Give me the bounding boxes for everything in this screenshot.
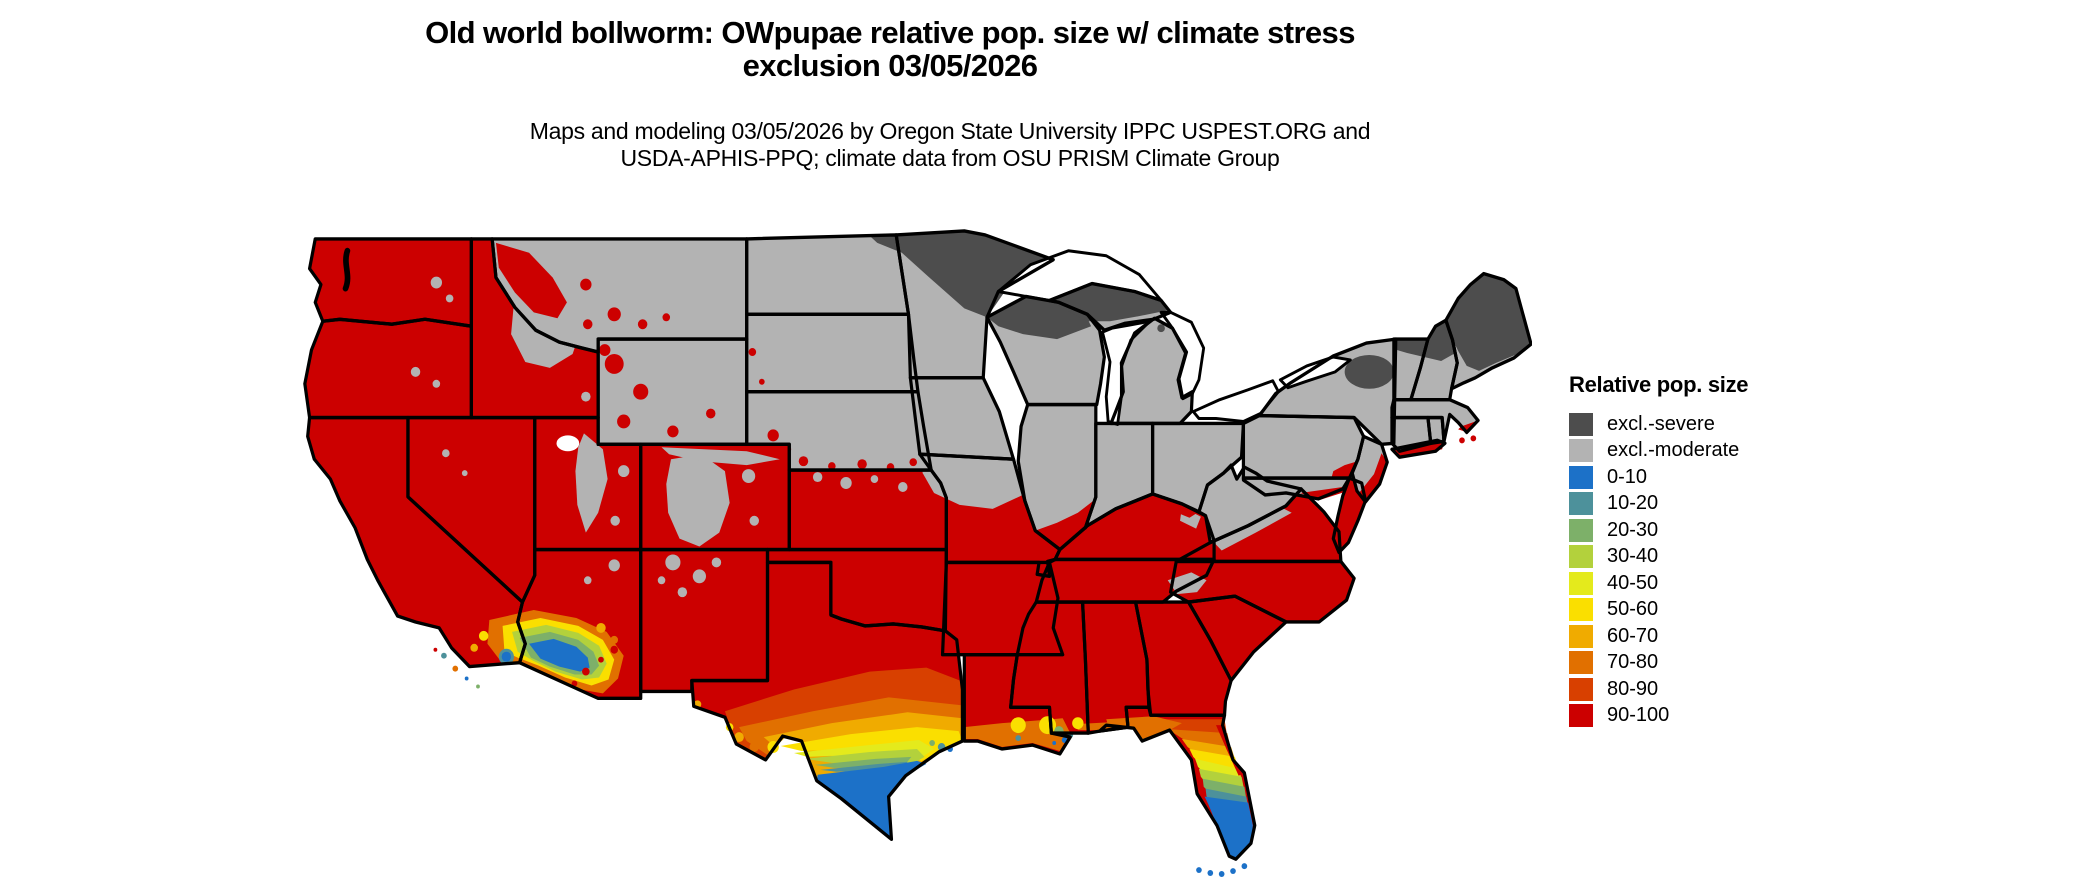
legend-label: 90-100 xyxy=(1607,704,1670,727)
legend-swatch xyxy=(1569,651,1593,675)
legend-label: 20-30 xyxy=(1607,518,1659,541)
legend-item: 10-20 xyxy=(1569,491,1748,518)
legend-swatch xyxy=(1569,624,1593,648)
legend-item: 70-80 xyxy=(1569,650,1748,677)
band-0-10 xyxy=(464,638,1253,878)
map-title: Old world bollworm: OWpupae relative pop… xyxy=(0,16,1780,83)
map-title-line1: Old world bollworm: OWpupae relative pop… xyxy=(425,15,1355,50)
legend-swatch xyxy=(1569,518,1593,542)
legend-label: excl.-severe xyxy=(1607,412,1715,435)
legend: Relative pop. size excl.-severe excl.-mo… xyxy=(1569,372,1749,730)
great-lakes xyxy=(556,249,1352,452)
legend-label: 10-20 xyxy=(1607,492,1659,515)
legend-label: 40-50 xyxy=(1607,571,1659,594)
legend-item: excl.-severe xyxy=(1569,411,1748,438)
legend-label: 80-90 xyxy=(1607,677,1659,700)
legend-item: 90-100 xyxy=(1569,703,1748,730)
legend-swatch xyxy=(1569,412,1593,436)
legend-swatch xyxy=(1569,545,1593,569)
legend-swatch xyxy=(1569,571,1593,595)
legend-label: 0-10 xyxy=(1607,465,1648,488)
legend-label: 50-60 xyxy=(1607,598,1659,621)
legend-label: 30-40 xyxy=(1607,545,1659,568)
legend-item: 30-40 xyxy=(1569,544,1748,571)
legend-swatch xyxy=(1569,677,1593,701)
legend-item: 60-70 xyxy=(1569,623,1748,650)
legend-label: excl.-moderate xyxy=(1607,439,1740,462)
severe-exclusion-patches xyxy=(869,231,1532,389)
moderate-exclusion-patches xyxy=(410,276,1292,598)
great-salt-lake xyxy=(556,435,580,452)
legend-item: excl.-moderate xyxy=(1569,438,1748,465)
legend-label: 60-70 xyxy=(1607,624,1659,647)
legend-swatch xyxy=(1569,704,1593,728)
map-subtitle: Maps and modeling 03/05/2026 by Oregon S… xyxy=(60,118,1840,172)
map-subtitle-line2: USDA-APHIS-PPQ; climate data from OSU PR… xyxy=(620,145,1280,172)
red-population-patches xyxy=(495,242,1479,550)
map-title-line2: exclusion 03/05/2026 xyxy=(742,48,1038,84)
legend-label: 70-80 xyxy=(1607,651,1659,674)
legend-swatch xyxy=(1569,439,1593,463)
legend-item: 0-10 xyxy=(1569,464,1748,491)
legend-swatch xyxy=(1569,465,1593,489)
legend-title: Relative pop. size xyxy=(1569,372,1749,397)
legend-item: 40-50 xyxy=(1569,570,1748,597)
legend-item: 20-30 xyxy=(1569,517,1748,544)
legend-swatch xyxy=(1569,492,1593,516)
map-subtitle-line1: Maps and modeling 03/05/2026 by Oregon S… xyxy=(529,118,1371,144)
puget-sound xyxy=(342,247,351,292)
legend-swatch xyxy=(1569,598,1593,622)
legend-item: 80-90 xyxy=(1569,676,1748,703)
legend-item: 50-60 xyxy=(1569,597,1748,624)
us-map xyxy=(303,229,1532,878)
